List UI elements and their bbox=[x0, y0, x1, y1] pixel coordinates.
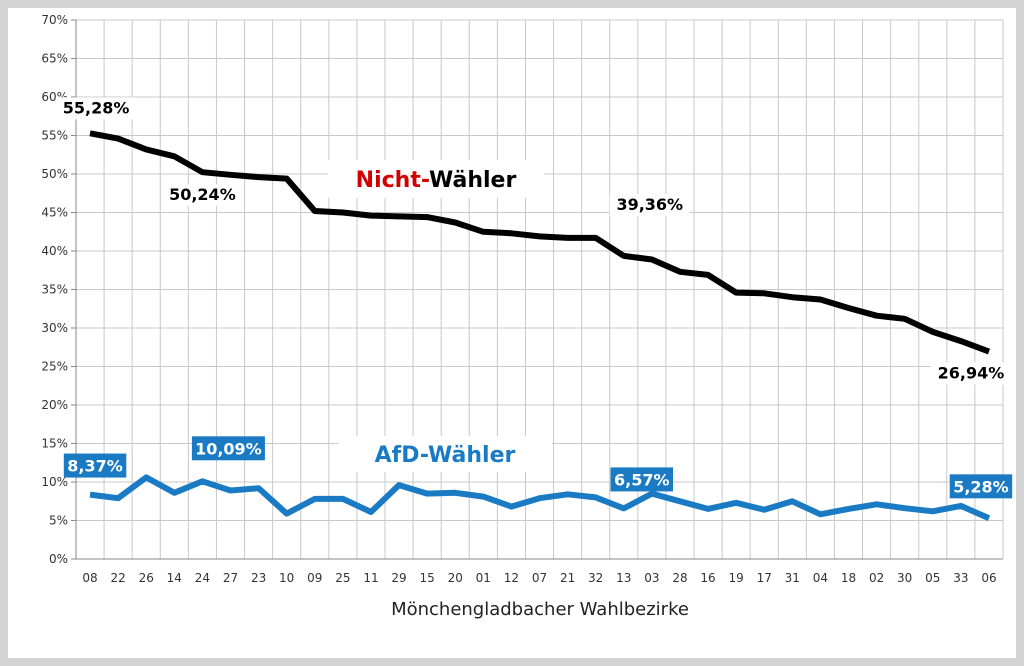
nicht-waehler-title-bg bbox=[328, 160, 544, 198]
nicht-waehler-title-part1: Nicht- bbox=[356, 168, 429, 193]
x-tick-label: 15 bbox=[419, 571, 434, 585]
nicht-waehler-data-label: 50,24% bbox=[169, 185, 236, 204]
x-tick-label: 05 bbox=[925, 571, 940, 585]
y-tick-label: 50% bbox=[41, 167, 68, 181]
nicht-waehler-title-part2: Wähler bbox=[429, 168, 516, 193]
nicht-waehler-line bbox=[89, 130, 991, 355]
y-tick-label: 30% bbox=[41, 321, 68, 335]
afd-waehler-title-bg bbox=[338, 436, 552, 472]
y-tick-label: 5% bbox=[49, 514, 68, 528]
y-tick-label: 55% bbox=[41, 129, 68, 143]
x-tick-label: 32 bbox=[588, 571, 603, 585]
x-tick-label: 28 bbox=[672, 571, 687, 585]
x-tick-label: 11 bbox=[363, 571, 378, 585]
afd-waehler-data-label: 10,09% bbox=[195, 439, 262, 458]
x-tick-label: 16 bbox=[700, 571, 715, 585]
afd-waehler-data-label: 5,28% bbox=[953, 477, 1009, 496]
nicht-waehler-data-label: 26,94% bbox=[938, 364, 1005, 383]
grid bbox=[75, 19, 1004, 560]
y-tick-label: 35% bbox=[41, 283, 68, 297]
x-tick-label: 25 bbox=[335, 571, 350, 585]
x-tick-label: 33 bbox=[953, 571, 968, 585]
x-tick-label: 12 bbox=[504, 571, 519, 585]
data-labels: 55,28% 50,24% 39,36% 26,94% 8,37% 10,09% 6,57%… bbox=[56, 97, 1013, 499]
afd-waehler-label-bg bbox=[949, 474, 1013, 499]
x-tick-label: 03 bbox=[644, 571, 659, 585]
nicht-waehler-data-label: 39,36% bbox=[616, 195, 683, 214]
x-tick-label: 06 bbox=[981, 571, 996, 585]
nicht-waehler-label-bg bbox=[56, 97, 137, 120]
y-tick-label: 0% bbox=[49, 552, 68, 566]
x-tick-label: 17 bbox=[757, 571, 772, 585]
x-tick-label: 19 bbox=[728, 571, 743, 585]
x-tick-label: 24 bbox=[195, 571, 210, 585]
x-axis-ticks: 08 22 26 14 24 27 23 10 09 25 11 29 15 20 01 12 07 21 32 13… bbox=[82, 571, 996, 585]
x-tick-label: 22 bbox=[110, 571, 125, 585]
nicht-waehler-label-bg bbox=[609, 193, 690, 216]
x-tick-label: 27 bbox=[223, 571, 238, 585]
x-tick-label: 09 bbox=[307, 571, 322, 585]
nicht-waehler-data-label: 55,28% bbox=[63, 98, 130, 117]
y-axis-ticks: 0%5%10%15%20%25%30%35%40%45%50%55%60%65%… bbox=[41, 13, 76, 566]
afd-waehler-label-bg bbox=[191, 436, 265, 461]
nicht-waehler-label-bg bbox=[162, 184, 243, 207]
x-tick-label: 31 bbox=[785, 571, 800, 585]
y-tick-label: 40% bbox=[41, 244, 68, 258]
x-tick-label: 01 bbox=[476, 571, 491, 585]
x-tick-label: 14 bbox=[167, 571, 182, 585]
x-tick-label: 02 bbox=[869, 571, 884, 585]
x-tick-label: 29 bbox=[391, 571, 406, 585]
y-tick-label: 65% bbox=[41, 52, 68, 66]
y-tick-label: 15% bbox=[41, 437, 68, 451]
afd-waehler-data-label: 6,57% bbox=[614, 470, 670, 489]
x-tick-label: 21 bbox=[560, 571, 575, 585]
afd-waehler-label-bg bbox=[610, 467, 674, 492]
afd-waehler-title: AfD-Wähler bbox=[375, 443, 516, 468]
x-tick-label: 13 bbox=[616, 571, 631, 585]
x-tick-label: 26 bbox=[139, 571, 154, 585]
x-tick-label: 18 bbox=[841, 571, 856, 585]
nicht-waehler-title: Nicht-Wähler bbox=[356, 168, 517, 193]
x-tick-label: 07 bbox=[532, 571, 547, 585]
afd-waehler-label-bg bbox=[63, 453, 127, 478]
x-tick-label: 20 bbox=[448, 571, 463, 585]
y-tick-label: 10% bbox=[41, 475, 68, 489]
afd-waehler-line bbox=[89, 474, 991, 522]
x-tick-label: 08 bbox=[82, 571, 97, 585]
y-tick-label: 20% bbox=[41, 398, 68, 412]
x-tick-label: 04 bbox=[813, 571, 828, 585]
x-tick-label: 30 bbox=[897, 571, 912, 585]
y-tick-label: 25% bbox=[41, 360, 68, 374]
y-tick-label: 70% bbox=[41, 13, 68, 27]
afd-waehler-data-label: 8,37% bbox=[67, 457, 123, 476]
x-tick-label: 23 bbox=[251, 571, 266, 585]
series-lines bbox=[89, 130, 991, 522]
nicht-waehler-label-bg bbox=[930, 362, 1011, 385]
x-tick-label: 10 bbox=[279, 571, 294, 585]
y-tick-label: 45% bbox=[41, 206, 68, 220]
x-axis-label: Mönchengladbacher Wahlbezirke bbox=[391, 599, 689, 620]
